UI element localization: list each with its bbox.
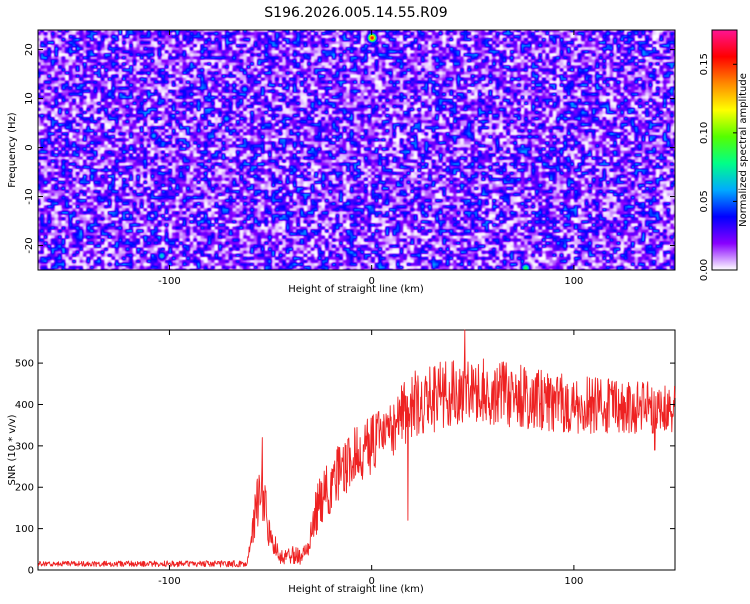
colorbar: 0.00 0.05 0.10 0.15 Normalized spectral amp… xyxy=(699,29,749,281)
heatmap-y-tick-label: -20 xyxy=(24,237,35,253)
heatmap-y-tick-label: 0 xyxy=(24,144,35,150)
snr-y-tick-label: 400 xyxy=(15,400,34,411)
colorbar-ticks: 0.00 0.05 0.10 0.15 xyxy=(699,53,737,281)
colorbar-tick-label: 0.15 xyxy=(699,53,710,75)
snr-x-tick-label: 100 xyxy=(564,576,583,587)
figure-title: S196.2026.005.14.55.R09 xyxy=(264,5,447,21)
snr-frame xyxy=(37,329,676,571)
snr-y-tick-label: 200 xyxy=(15,483,34,494)
snr-y-tick-label: 300 xyxy=(15,441,34,452)
heatmap-y-tick-label: 20 xyxy=(24,43,35,56)
heatmap-y-ticks: -20 -10 0 10 20 xyxy=(24,43,675,254)
snr-panel: -100 0 100 0 100 200 300 400 500 Height of stra… xyxy=(7,329,676,595)
snr-y-axis-label: SNR (10 * v/v) xyxy=(7,414,18,485)
snr-x-tick-label: -100 xyxy=(158,576,181,587)
snr-y-tick-label: 100 xyxy=(15,524,34,535)
heatmap-y-axis-label: Frequency (Hz) xyxy=(7,112,18,188)
snr-y-ticks: 0 100 200 300 400 500 xyxy=(15,359,675,577)
spectrogram-heatmap xyxy=(38,30,675,270)
heatmap-y-tick-label: 10 xyxy=(24,92,35,105)
colorbar-gradient xyxy=(712,30,737,270)
heatmap-frame xyxy=(37,29,676,271)
colorbar-tick-label: 0.05 xyxy=(699,190,710,212)
snr-x-tick-label: 0 xyxy=(368,576,374,587)
heatmap-y-tick-label: -10 xyxy=(24,188,35,204)
snr-series-line xyxy=(37,329,676,568)
colorbar-label: Normalized spectral amplitude xyxy=(738,73,749,227)
snr-y-tick-label: 500 xyxy=(15,359,34,370)
heatmap-x-tick-label: 100 xyxy=(564,276,583,287)
colorbar-tick-label: 0.00 xyxy=(699,259,710,281)
heatmap-x-ticks: -100 0 100 xyxy=(158,30,583,287)
snr-x-axis-label: Height of straight line (km) xyxy=(288,584,424,595)
snr-y-tick-label: 0 xyxy=(28,566,34,577)
heatmap-x-axis-label: Height of straight line (km) xyxy=(288,284,424,295)
heatmap-x-tick-label: 0 xyxy=(368,276,374,287)
colorbar-frame xyxy=(711,29,738,271)
snr-x-ticks: -100 0 100 xyxy=(158,330,583,587)
heatmap-x-tick-label: -100 xyxy=(158,276,181,287)
colorbar-tick-label: 0.10 xyxy=(699,122,710,144)
